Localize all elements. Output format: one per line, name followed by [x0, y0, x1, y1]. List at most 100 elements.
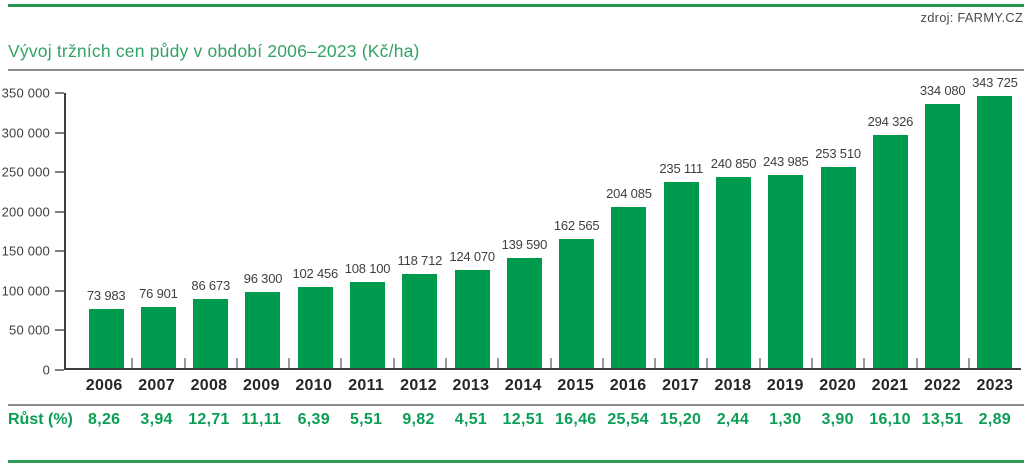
- bar-value-label: 108 100: [344, 261, 391, 277]
- bar-group-2016: 204 085: [603, 93, 657, 368]
- bar-value-label: 343 725: [972, 75, 1018, 90]
- x-axis-tick-mark: [810, 358, 813, 368]
- chart-title: Vývoj tržních cen půdy v období 2006–202…: [8, 41, 420, 61]
- y-axis-tick-label: 250 000: [1, 164, 50, 180]
- title-divider: [8, 69, 1024, 71]
- bar-group-2013: 124 070: [446, 93, 500, 368]
- bar-group-2020: 253 510: [812, 93, 866, 368]
- bar-2015: [559, 239, 595, 368]
- x-axis-year-label: 2014: [504, 377, 542, 394]
- x-axis-tick-mark: [915, 358, 918, 368]
- growth-value: 16,46: [554, 411, 597, 428]
- bar-2020: [820, 167, 856, 368]
- x-axis-year-label: 2011: [348, 377, 385, 394]
- growth-value: 15,20: [659, 411, 702, 428]
- x-axis-year-label: 2018: [714, 377, 752, 394]
- bar-group-2022: 334 080: [917, 83, 970, 368]
- bar-value-label: 253 510: [815, 146, 861, 162]
- x-axis-tick-mark: [601, 358, 604, 368]
- x-axis-tick-mark: [758, 358, 761, 368]
- bar-value-label: 86 673: [191, 278, 230, 294]
- y-axis-tick-mark: [55, 171, 64, 174]
- bar-value-label: 334 080: [919, 82, 966, 98]
- plot-area: 73 983 76 901 86 673 96 300 102 456 108 100 11…: [55, 75, 1021, 371]
- y-axis-tick-mark: [55, 250, 64, 253]
- x-axis-tick-mark: [706, 358, 709, 368]
- x-axis-tick-mark: [288, 358, 291, 368]
- x-axis-year-label: 2021: [871, 377, 909, 394]
- x-axis-tick-mark: [392, 358, 395, 368]
- growth-value: 3,90: [821, 411, 854, 428]
- y-axis-tick-mark: [55, 131, 64, 134]
- bar-group-2011: 108 100: [341, 93, 395, 368]
- bar-2009: [245, 291, 281, 368]
- x-axis-year-label: 2007: [138, 377, 175, 394]
- bar-value-label: 118 712: [397, 253, 443, 268]
- bar-2016: [611, 206, 647, 368]
- x-axis-year-label: 2006: [85, 377, 123, 394]
- y-axis-tick-label: 150 000: [1, 243, 50, 259]
- growth-value: 1,30: [769, 411, 802, 428]
- bar-value-label: 294 326: [867, 114, 914, 130]
- y-axis-tick-label: 200 000: [1, 204, 50, 220]
- growth-row-label: Růst (%): [8, 411, 73, 428]
- bar-2007: [140, 307, 176, 368]
- bar-2021: [872, 135, 908, 368]
- growth-value: 5,51: [349, 411, 383, 428]
- bar-group-2014: 139 590: [498, 93, 552, 368]
- y-axis-tick-label: 50 000: [9, 322, 50, 338]
- bar-value-label: 76 901: [139, 286, 178, 302]
- bar-2023: [977, 96, 1013, 368]
- growth-value: 2,44: [716, 411, 750, 428]
- bar-value-label: 243 985: [763, 153, 809, 169]
- bar-value-label: 235 111: [659, 160, 704, 176]
- growth-value: 12,71: [188, 411, 230, 428]
- x-axis-tick-mark: [235, 358, 238, 368]
- bar-2008: [193, 299, 229, 368]
- x-axis-tick-mark: [549, 358, 552, 368]
- x-axis-year-label: 2017: [662, 377, 699, 394]
- bar-group-2008: 86 673: [185, 93, 238, 368]
- bar-2019: [768, 174, 804, 368]
- growth-divider: [8, 404, 1024, 406]
- x-axis-tick-mark: [967, 358, 970, 368]
- bar-value-label: 162 565: [553, 218, 600, 234]
- x-axis-tick-mark: [183, 358, 186, 368]
- x-axis-year-label: 2012: [400, 377, 437, 394]
- bar-value-label: 204 085: [606, 185, 652, 201]
- bar-2010: [297, 286, 333, 368]
- bar-group-2017: 235 111: [655, 93, 709, 368]
- source-credit: zdroj: FARMY.CZ: [920, 10, 1023, 25]
- y-axis: 0 50 000 100 000 150 000 200 000 250 000 300 0…: [0, 86, 64, 378]
- growth-value: 13,51: [921, 411, 964, 428]
- x-axis-tick-mark: [131, 358, 134, 368]
- growth-value: 25,54: [607, 411, 649, 428]
- x-axis-year-label: 2020: [819, 377, 857, 394]
- bar-group-2018: 240 850: [707, 93, 761, 368]
- bar-2018: [716, 177, 752, 368]
- growth-value: 3,94: [140, 411, 173, 428]
- x-axis-year-label: 2023: [976, 377, 1014, 394]
- growth-value: 16,10: [869, 411, 911, 428]
- x-axis-year-label: 2010: [295, 377, 333, 394]
- bar-value-label: 73 983: [86, 288, 126, 304]
- bar-group-2012: 118 712: [394, 93, 447, 368]
- bar-group-2021: 294 326: [864, 93, 918, 368]
- top-divider: [8, 4, 1024, 7]
- y-axis-tick-mark: [55, 289, 64, 292]
- bar-group-2007: 76 901: [132, 93, 186, 368]
- y-axis-tick-mark: [55, 210, 64, 213]
- growth-value: 4,51: [454, 411, 488, 428]
- x-axis-tick-mark: [654, 358, 657, 368]
- x-axis-year-label: 2009: [242, 377, 280, 394]
- x-axis-year-label: 2022: [924, 377, 961, 394]
- bar-2017: [663, 181, 699, 368]
- y-axis-tick-label: 350 000: [1, 85, 50, 101]
- bar-2011: [350, 282, 386, 368]
- bar-2022: [925, 103, 961, 368]
- bar-value-label: 139 590: [501, 236, 548, 252]
- y-axis-tick-mark: [55, 329, 64, 332]
- bar-value-label: 102 456: [292, 265, 339, 281]
- y-axis-tick-label: 100 000: [1, 283, 50, 299]
